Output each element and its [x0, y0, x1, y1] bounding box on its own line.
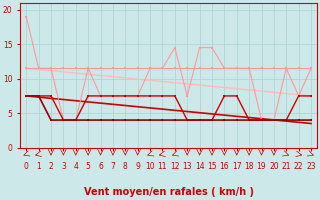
X-axis label: Vent moyen/en rafales ( km/h ): Vent moyen/en rafales ( km/h ) — [84, 187, 254, 197]
